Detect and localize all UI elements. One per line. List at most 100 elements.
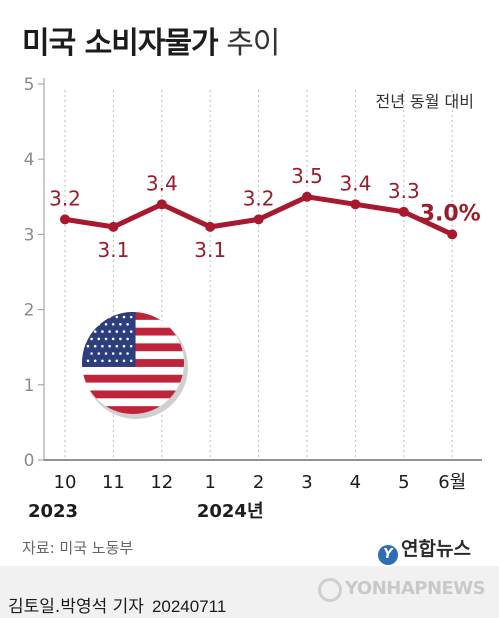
source-note: 자료: 미국 노동부 [22,539,134,557]
data-label: 3.0% [420,201,481,226]
flag-star [119,337,122,341]
credit-band [0,566,499,618]
year-label: 2023 [28,501,78,522]
x-tick-label: 5 [398,472,409,493]
flag-star [122,359,126,363]
flag-star [111,323,115,326]
x-tick-label: 2 [253,472,264,493]
us-flag-icon [82,312,188,419]
flag-star [111,337,115,341]
flag-star [129,344,133,348]
yonhap-logo-text: 연합뉴스 [401,538,471,560]
data-point [60,214,70,225]
x-tick-label: 10 [54,472,77,493]
watermark-text: YONHAPNEWS [345,578,486,599]
data-point [253,214,264,225]
data-point [205,221,216,232]
flag-star [126,352,129,355]
flag-star [108,359,111,363]
credit-date: 20240711 [151,597,227,616]
chart-title-main: 미국 소비자물가 [22,26,219,61]
data-point [447,229,458,240]
flag-star [101,344,104,348]
flag-star [108,344,111,348]
flag-star [126,337,129,341]
flag-star [115,344,119,348]
flag-star [119,323,122,326]
y-tick-label: 2 [24,301,35,321]
data-label: 3.1 [97,238,129,262]
data-point [156,199,167,210]
flag-stripe [82,406,184,414]
flag-star [115,359,119,363]
flag-star [104,323,108,326]
flag-star [93,344,97,348]
flag-stripe [82,390,184,399]
year-label: 2024년 [197,501,264,522]
flag-star [122,344,126,348]
flag-star [126,323,129,326]
flag-star [101,315,104,319]
flag-star [108,330,111,333]
unit-note: 전년 동월 대비 [376,92,475,111]
flag-star [108,315,111,319]
flag-star [90,337,93,341]
flag-star [93,315,97,319]
data-label: 3.4 [146,171,178,195]
credit-line: 김토일.박영석 기자 20240711 [8,592,226,617]
x-tick-label: 3 [301,472,312,493]
yonhap-logo: Y 연합뉴스 [378,534,471,565]
grid-lines [64,90,453,460]
yonhap-logo-icon: Y [378,545,398,565]
flag-star [122,315,126,319]
flag-star [97,352,101,355]
data-point [398,206,409,217]
flag-star [97,337,101,341]
flag-stripe [82,398,184,407]
flag-stripe [82,382,184,391]
y-tick-label: 3 [24,225,35,245]
flag-star [101,330,104,333]
x-tick-label: 1 [204,472,215,493]
data-label: 3.4 [339,171,371,195]
x-tick-label: 11 [102,472,125,493]
flag-star [129,359,133,363]
data-label: 3.1 [194,238,226,262]
chart-title: 미국 소비자물가 추이 [22,18,280,62]
flag-star [90,323,93,326]
flag-star [86,359,90,363]
flag-star [111,352,115,355]
watermark-logo-icon [318,578,342,602]
flag-star [90,352,93,355]
flag-star [86,344,90,348]
x-tick-label: 4 [350,472,361,493]
flag-star [86,330,90,333]
data-point [302,191,312,202]
flag-star [104,352,108,355]
flag-star [119,352,122,355]
flag-star [93,359,97,363]
flag-star [115,330,119,333]
flag-star [129,315,133,319]
flag-star [104,337,108,341]
data-point [350,199,361,210]
flag-star [86,315,90,319]
flag-star [93,330,97,333]
credit-author: 김토일.박영석 기자 [8,597,144,617]
data-labels: 3.2 3.1 3.4 3.1 3.2 3.5 3.4 3.33.0% [49,164,481,262]
y-tick-label: 0 [24,451,35,471]
flag-star [129,330,133,333]
series-line [60,191,458,240]
flag-stripe [82,366,184,376]
flag-stripe [82,374,184,384]
x-tick-label: 12 [150,472,173,493]
y-tick-label: 5 [24,75,35,95]
flag-star [122,330,126,333]
x-tick-label: 6월 [438,472,466,493]
data-label: 3.5 [291,164,323,188]
y-tick-label: 4 [24,150,35,170]
data-label: 3.2 [49,186,81,210]
y-tick-label: 1 [24,376,35,396]
